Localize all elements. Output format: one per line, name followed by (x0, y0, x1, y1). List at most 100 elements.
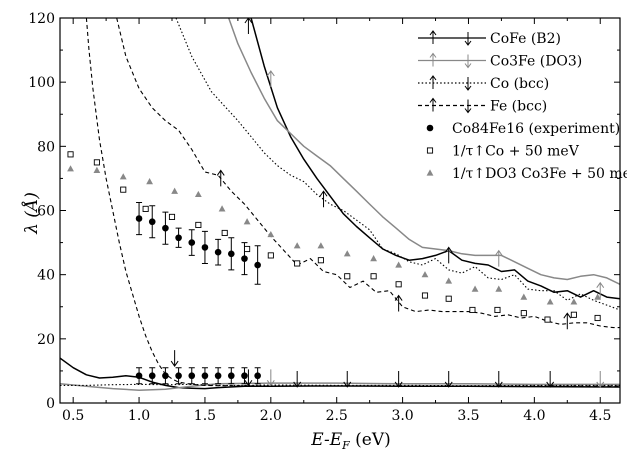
x-tick-label-1: 1.0 (128, 408, 150, 424)
legend-label: CoFe (B2) (490, 31, 561, 47)
data-point-co84fe16-experiment-8 (241, 255, 248, 262)
data-point-1-do3-co3fe-50-mev-18 (520, 293, 528, 300)
legend-label: Co84Fe16 (experiment) (452, 121, 620, 137)
data-point-1-do3-co3fe-50-mev-6 (218, 205, 226, 212)
data-point-1-do3-co3fe-50-mev-3 (146, 178, 153, 185)
series-line-fe-bcc-up (116, 18, 620, 329)
data-point-co84fe16-experiment-14 (188, 372, 196, 380)
legend-spin-up-arrow (429, 52, 437, 67)
data-point-1-do3-co3fe-50-mev-2 (119, 173, 127, 180)
y-tick-label-1: 20 (37, 332, 55, 348)
data-point-co84fe16-experiment-16 (214, 372, 222, 380)
legend-entry-cofe-b2: CoFe (B2) (418, 30, 561, 47)
data-point-co84fe16-experiment-13 (175, 372, 182, 380)
data-point-1-co-50-mev-12 (370, 273, 377, 280)
data-point-1-co-50-mev-3 (142, 205, 149, 212)
data-point-1-do3-co3fe-50-mev-17 (495, 285, 503, 292)
legend-marker (426, 147, 434, 154)
y-tick-label-4: 80 (37, 139, 55, 155)
spin-arrow-down-15 (444, 370, 453, 388)
legend-spin-up-arrow (429, 30, 437, 44)
legend-spin-down-arrow (464, 32, 472, 46)
series-line-cofe-b2-up (250, 18, 620, 300)
data-point-1-co-50-mev-16 (469, 306, 476, 314)
data-point-co84fe16-experiment-10 (135, 372, 143, 380)
data-point-1-co-50-mev-6 (221, 229, 228, 237)
legend-entry-co3fe-do3: Co3Fe (DO3) (418, 52, 582, 70)
legend-spin-up-arrow (429, 97, 437, 112)
data-point-co84fe16-experiment-1 (148, 218, 156, 226)
data-point-co84fe16-experiment-9 (254, 261, 261, 269)
y-tick-label-6: 120 (28, 11, 55, 27)
axis-ticks (60, 17, 620, 404)
spin-arrow-up-8 (596, 281, 605, 299)
spin-arrow-up-0 (244, 18, 253, 35)
data-point-1-do3-co3fe-50-mev-9 (293, 242, 301, 249)
data-point-co84fe16-experiment-0 (135, 215, 143, 222)
series-line-fe-bcc-down (85, 18, 620, 387)
spin-arrow-down-17 (546, 370, 555, 388)
spin-arrow-up-5 (494, 249, 503, 267)
x-tick-label-0: 0.5 (62, 408, 84, 424)
data-point-1-co-50-mev-4 (168, 213, 176, 220)
axis-tick-labels: 0.5 1.0 1.5 2.0 2.5 3.0 3.5 4.0 4.5 0 20 40 60 80 100 1… (28, 11, 611, 424)
x-tick-label-8: 4.5 (589, 408, 611, 424)
y-tick-label-0: 0 (46, 396, 55, 412)
y-axis-title: λ (Å) (21, 192, 42, 235)
data-point-1-do3-co3fe-50-mev-4 (171, 187, 179, 194)
legend-label: Co (bcc) (490, 76, 549, 92)
y-tick-label-2: 40 (37, 268, 55, 284)
data-point-1-do3-co3fe-50-mev-21 (594, 293, 601, 300)
legend-entry-co84fe16-experiment: Co84Fe16 (experiment) (426, 121, 620, 137)
data-point-1-do3-co3fe-50-mev-1 (93, 166, 101, 173)
spin-arrow-down-14 (394, 370, 403, 388)
x-tick-label-5: 3.0 (391, 408, 413, 424)
data-point-1-co-50-mev-10 (317, 257, 324, 264)
data-point-1-co-50-mev-14 (421, 292, 429, 299)
x-tick-label-3: 2.0 (260, 408, 282, 424)
series-line-co3fe-do3-up (227, 18, 620, 285)
spin-arrow-up-4 (444, 246, 453, 264)
legend-entry-1-do3-co3fe-50-mev: 1/τ↑DO3 Co3Fe + 50 meV (426, 166, 627, 182)
legend-spin-up-arrow (429, 75, 437, 89)
data-point-1-do3-co3fe-50-mev-0 (67, 165, 74, 172)
data-point-1-co-50-mev-5 (195, 221, 202, 228)
data-point-co84fe16-experiment-2 (162, 224, 169, 232)
spin-arrow-down-12 (293, 370, 302, 388)
spin-arrow-up-1 (266, 70, 275, 87)
spin-arrow-up-3 (319, 190, 328, 208)
x-tick-label-2: 1.5 (194, 408, 216, 424)
x-tick-label-7: 4.0 (523, 408, 545, 424)
data-point-1-do3-co3fe-50-mev-13 (395, 261, 403, 268)
data-point-1-do3-co3fe-50-mev-11 (343, 250, 351, 257)
spin-arrow-up-6 (394, 294, 403, 312)
data-point-co84fe16-experiment-19 (254, 372, 261, 380)
data-point-co84fe16-experiment-18 (241, 372, 248, 380)
spin-arrow-up-7 (563, 312, 572, 330)
data-point-1-co-50-mev-15 (445, 295, 452, 302)
x-tick-label-4: 2.5 (326, 408, 348, 424)
spin-arrow-down-18 (596, 370, 605, 388)
data-point-1-do3-co3fe-50-mev-5 (194, 190, 202, 198)
spin-arrow-up-2 (216, 169, 225, 187)
data-point-1-co-50-mev-9 (294, 260, 301, 267)
data-point-1-do3-co3fe-50-mev-7 (243, 218, 251, 225)
data-point-co84fe16-experiment-17 (227, 372, 235, 380)
data-point-1-do3-co3fe-50-mev-16 (471, 285, 479, 292)
plot-curves (60, 18, 620, 391)
spin-arrow-down-9 (170, 350, 179, 367)
legend-entry-fe-bcc: Fe (bcc) (418, 97, 547, 115)
spin-arrow-down-11 (266, 369, 275, 387)
data-point-1-co-50-mev-19 (544, 316, 551, 323)
data-point-1-co-50-mev-21 (594, 314, 601, 322)
legend-label: Fe (bcc) (490, 99, 547, 115)
data-point-1-co-50-mev-20 (570, 311, 577, 318)
spin-arrow-down-13 (343, 370, 352, 388)
spin-arrow-down-16 (494, 370, 503, 388)
data-point-1-co-50-mev-1 (93, 159, 100, 166)
legend-label: 1/τ↑Co + 50 meV (452, 144, 580, 160)
data-point-co84fe16-experiment-3 (175, 234, 182, 242)
data-point-1-do3-co3fe-50-mev-10 (317, 242, 325, 249)
data-point-1-co-50-mev-7 (244, 245, 251, 253)
